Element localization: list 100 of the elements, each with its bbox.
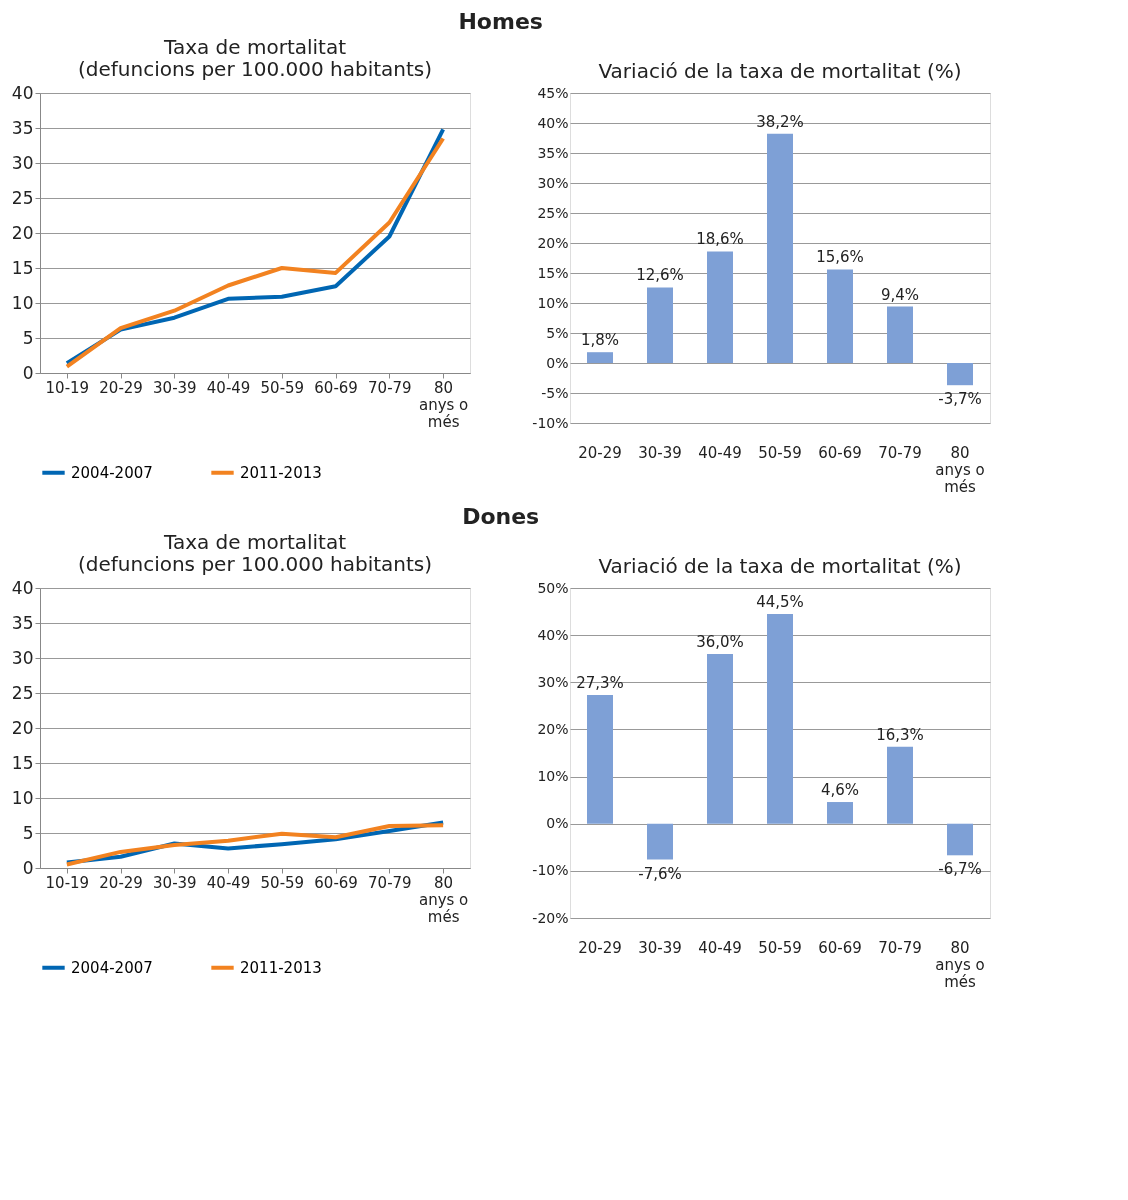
x-tick-label: 40-49 — [698, 938, 742, 957]
chart-title: Variació de la taxa de mortalitat (%) — [598, 554, 962, 578]
x-tick-label: 30-39 — [153, 873, 197, 892]
x-tick-label: 40-49 — [698, 443, 742, 462]
x-tick-label: 70-79 — [878, 938, 922, 957]
y-tick-label: 20 — [11, 717, 34, 738]
bar — [827, 269, 853, 363]
data-label: -3,7% — [938, 390, 982, 409]
x-tick-label: 50-59 — [758, 443, 802, 462]
y-tick-label: 10 — [11, 292, 34, 313]
y-tick-label: 40 — [11, 82, 34, 103]
y-tick-label: 15 — [11, 752, 34, 773]
data-label: -6,7% — [938, 860, 982, 879]
x-tick-label: 60-69 — [314, 873, 358, 892]
data-label: 12,6% — [636, 266, 684, 285]
y-tick-label: 30% — [537, 673, 569, 690]
y-tick-label: 35% — [537, 144, 569, 161]
x-tick-label: 60-69 — [818, 443, 862, 462]
x-tick-label: 20-29 — [99, 873, 143, 892]
y-tick-label: 0% — [546, 354, 569, 371]
x-tick-label: 40-49 — [206, 873, 251, 892]
bar — [587, 352, 613, 363]
y-tick-label: 30 — [11, 647, 34, 668]
bar — [647, 823, 673, 860]
y-tick-label: 35 — [11, 117, 34, 138]
bar — [947, 363, 973, 386]
data-label: -7,6% — [638, 864, 682, 883]
x-tick-label: 80 anys o més — [418, 378, 469, 431]
x-tick-label: 80 anys o més — [935, 938, 985, 991]
data-label: 4,6% — [820, 781, 860, 800]
x-tick-label: 30-39 — [153, 378, 197, 397]
y-tick-label: 10% — [537, 294, 569, 311]
x-tick-label: 10-19 — [45, 873, 90, 892]
chart-title: Variació de la taxa de mortalitat (%) — [598, 59, 962, 83]
x-tick-label: 60-69 — [818, 938, 862, 957]
bar — [587, 695, 613, 824]
y-tick-label: 0 — [22, 857, 34, 878]
x-tick-label: 80 anys o més — [418, 873, 469, 926]
y-tick-label: 15% — [537, 264, 569, 281]
y-tick-label: -20% — [532, 909, 569, 926]
y-tick-label: 40% — [537, 114, 569, 131]
y-tick-label: 50% — [537, 579, 569, 596]
y-tick-label: 10 — [11, 787, 34, 808]
legend-label: 2004-2007 — [71, 958, 153, 977]
chart-title: Homes — [458, 8, 543, 34]
y-tick-label: 30% — [537, 174, 569, 191]
bar — [887, 306, 913, 363]
y-tick-label: 0 — [22, 362, 34, 383]
chart-subtitle: Taxa de mortalitat (defuncions per 100.000 habitants) — [77, 530, 433, 576]
chart-title: Dones — [462, 503, 540, 529]
y-tick-label: 20 — [11, 222, 34, 243]
bar — [827, 802, 853, 824]
data-label: 18,6% — [696, 230, 744, 249]
x-tick-label: 30-39 — [638, 938, 682, 957]
x-tick-label: 40-49 — [206, 378, 251, 397]
data-label: 44,5% — [756, 592, 804, 611]
legend-label: 2011-2013 — [240, 463, 322, 482]
bar — [887, 746, 913, 824]
chart-subtitle: Taxa de mortalitat (defuncions per 100.000 habitants) — [77, 35, 433, 81]
y-tick-label: 40% — [537, 626, 569, 643]
data-label: 27,3% — [576, 674, 624, 693]
bar — [707, 654, 733, 824]
y-tick-label: 0% — [546, 815, 569, 832]
data-label: 36,0% — [696, 633, 744, 651]
bar — [707, 251, 733, 363]
x-tick-label: 20-29 — [578, 938, 622, 957]
y-tick-label: 10% — [537, 768, 569, 785]
legend-label: 2011-2013 — [240, 958, 322, 977]
data-label: 38,2% — [756, 112, 804, 131]
y-tick-label: 20% — [537, 720, 569, 737]
bar — [767, 133, 793, 363]
x-tick-label: 60-69 — [314, 378, 358, 397]
y-tick-label: 45% — [537, 84, 569, 101]
y-tick-label: 20% — [537, 234, 569, 251]
y-tick-label: 25 — [11, 187, 34, 208]
y-tick-label: -10% — [532, 414, 569, 431]
legend-label: 2004-2007 — [71, 463, 153, 482]
bar — [947, 823, 973, 856]
x-tick-label: 50-59 — [260, 873, 305, 892]
x-tick-label: 70-79 — [878, 443, 922, 462]
y-tick-label: 40 — [11, 577, 34, 598]
x-tick-label: 70-79 — [368, 378, 412, 397]
x-tick-label: 10-19 — [45, 378, 90, 397]
x-tick-label: 20-29 — [99, 378, 143, 397]
x-tick-label: 30-39 — [638, 443, 682, 462]
y-tick-label: 25 — [11, 682, 34, 703]
y-tick-label: -10% — [532, 862, 569, 879]
bar — [767, 613, 793, 824]
x-tick-label: 70-79 — [368, 873, 412, 892]
bar — [647, 287, 673, 363]
data-label: 15,6% — [816, 248, 864, 267]
x-tick-label: 50-59 — [758, 938, 802, 957]
data-label: 9,4% — [880, 285, 920, 304]
data-label: 1,8% — [580, 331, 620, 350]
y-tick-label: 25% — [537, 204, 569, 221]
y-tick-label: 15 — [11, 257, 34, 278]
y-tick-label: 5% — [546, 324, 569, 341]
x-tick-label: 50-59 — [260, 378, 305, 397]
y-tick-label: -5% — [541, 384, 569, 401]
y-tick-label: 35 — [11, 612, 34, 633]
